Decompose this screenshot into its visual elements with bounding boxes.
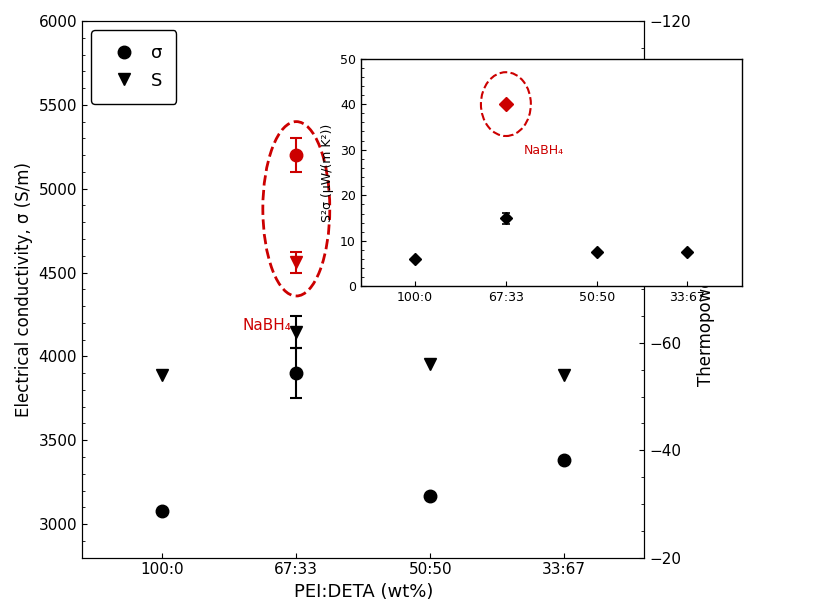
Text: NaBH₄: NaBH₄ [523, 144, 564, 157]
Y-axis label: S²σ (μW/(m K²)): S²σ (μW/(m K²)) [320, 123, 334, 222]
Y-axis label: Thermopower, S (μV/K): Thermopower, S (μV/K) [696, 193, 714, 386]
X-axis label: PEI:DETA (wt%): PEI:DETA (wt%) [293, 583, 432, 601]
Y-axis label: Electrical conductivity, σ (S/m): Electrical conductivity, σ (S/m) [15, 162, 33, 417]
Legend: σ, S: σ, S [91, 30, 176, 104]
Text: NaBH₄: NaBH₄ [243, 317, 291, 333]
